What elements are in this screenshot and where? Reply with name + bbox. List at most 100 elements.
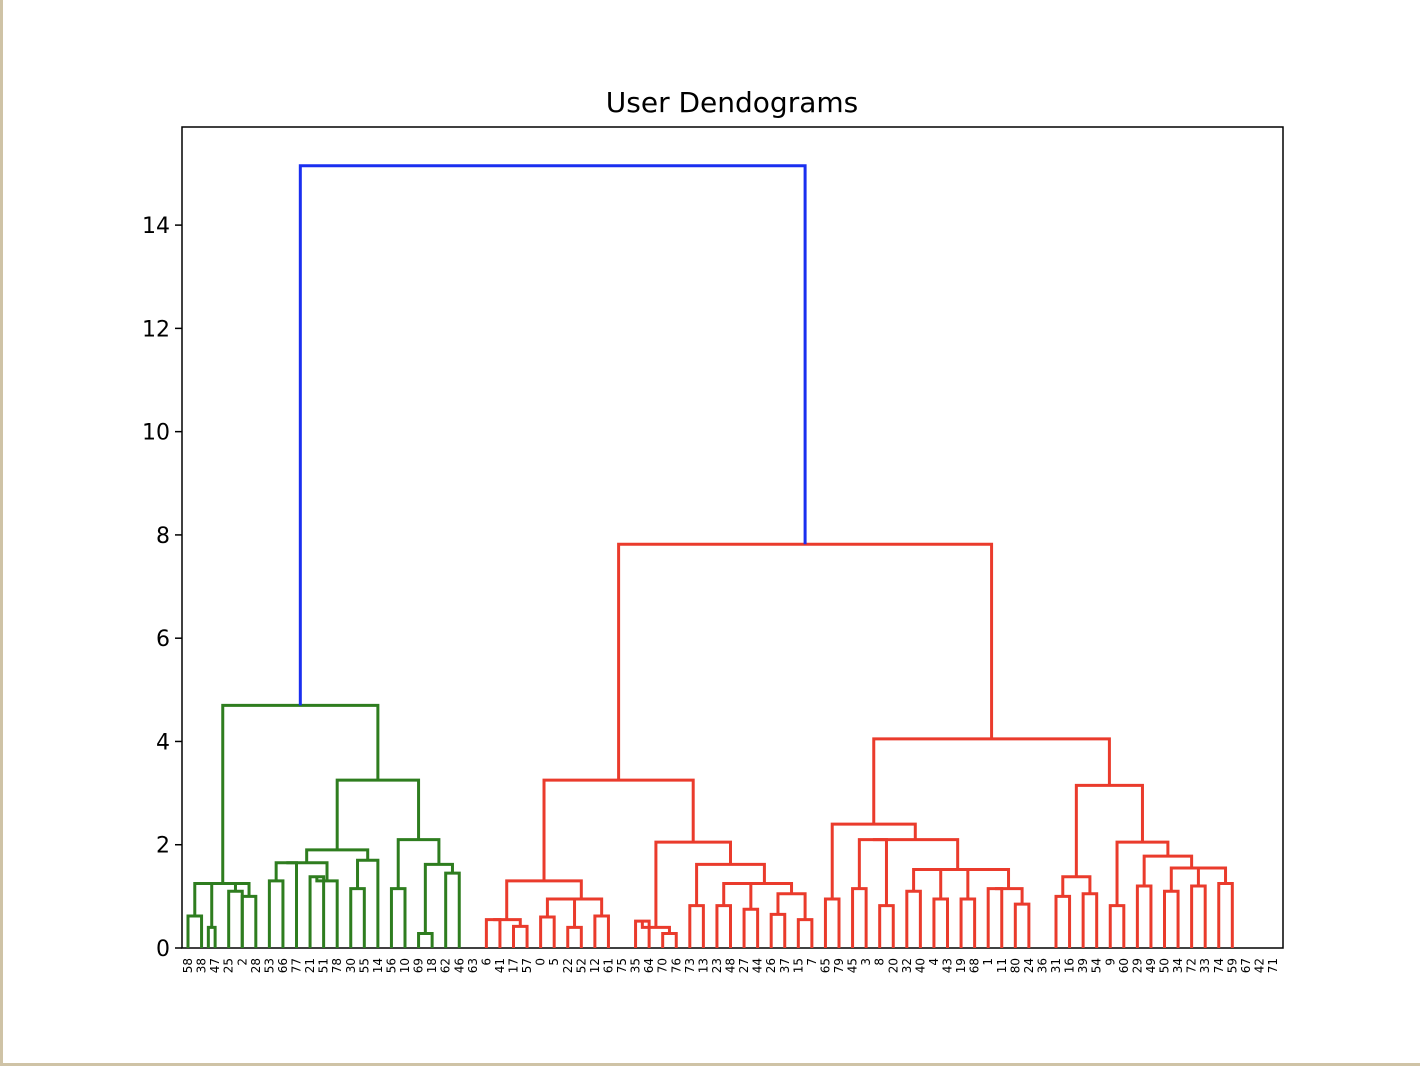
leaf-label: 4 — [927, 958, 941, 966]
leaf-label: 56 — [384, 958, 398, 973]
leaf-label: 46 — [452, 958, 466, 973]
leaf-label: 41 — [493, 958, 507, 973]
dendrogram-link-58 — [872, 838, 960, 870]
leaf-label: 12 — [588, 958, 602, 973]
dendrogram-link-74 — [617, 542, 994, 781]
leaf-label: 33 — [1198, 958, 1212, 973]
dendrogram-link-68 — [1196, 866, 1228, 887]
leaf-label: 16 — [1063, 958, 1077, 973]
leaf-label: 48 — [724, 958, 738, 973]
leaf-label: 71 — [1266, 958, 1280, 973]
leaf-label: 50 — [1158, 958, 1172, 973]
leaf-label: 7 — [805, 958, 819, 966]
leaf-label: 21 — [303, 958, 317, 973]
dendrogram-link-55 — [994, 887, 1024, 905]
leaf-label: 74 — [1212, 958, 1226, 973]
leaf-label: 77 — [290, 958, 304, 973]
leaf-label: 47 — [208, 958, 222, 973]
dendrogram-link-36 — [742, 907, 760, 948]
plot-area — [181, 126, 1284, 949]
leaf-label: 31 — [1049, 958, 1063, 973]
leaf-label: 19 — [954, 958, 968, 973]
leaf-label: 68 — [968, 958, 982, 973]
leaf-label: 55 — [357, 958, 371, 973]
dendrogram-link-59 — [830, 822, 917, 899]
leaf-label: 13 — [696, 958, 710, 973]
dendrogram-link-69 — [1169, 866, 1212, 892]
dendrogram-link-44 — [542, 778, 695, 881]
dendrogram-link-45 — [823, 897, 841, 948]
leaf-label: 32 — [900, 958, 914, 973]
y-tick-label: 2 — [156, 834, 170, 859]
leaf-label: 35 — [629, 958, 643, 973]
dendrogram-link-1 — [206, 925, 217, 948]
y-tick-label: 6 — [156, 627, 170, 652]
leaf-label: 54 — [1090, 958, 1104, 973]
dendrogram-link-52 — [959, 897, 977, 948]
leaf-label: 70 — [656, 958, 670, 973]
leaf-label: 29 — [1130, 958, 1144, 973]
leaf-label: 67 — [1239, 958, 1253, 973]
leaf-label: 73 — [683, 958, 697, 973]
leaf-label: 11 — [995, 958, 1009, 973]
leaf-label: 10 — [398, 958, 412, 973]
leaf-label: 42 — [1252, 958, 1266, 973]
dendrogram-link-2 — [193, 881, 214, 928]
leaf-label: 15 — [791, 958, 805, 973]
leaf-label: 43 — [941, 958, 955, 973]
dendrogram-link-12 — [349, 887, 366, 948]
leaf-label: 72 — [1185, 958, 1199, 973]
leaf-label: 40 — [913, 958, 927, 973]
leaf-label: 61 — [601, 958, 615, 973]
leaf-label: 14 — [371, 958, 385, 973]
leaf-label: 6 — [479, 958, 493, 966]
leaf-label: 8 — [873, 958, 887, 966]
leaf-label: 30 — [344, 958, 358, 973]
leaf-label: 44 — [751, 958, 765, 973]
leaf-label: 58 — [181, 958, 195, 973]
leaf-label: 27 — [737, 958, 751, 973]
leaf-label: 62 — [439, 958, 453, 973]
leaf-label: 45 — [846, 958, 860, 973]
leaf-label: 26 — [764, 958, 778, 973]
dendrogram-link-42 — [695, 862, 766, 906]
dendrogram-link-39 — [796, 918, 814, 948]
leaf-label: 17 — [507, 958, 521, 973]
dendrogram-link-26 — [566, 925, 583, 948]
leaf-label: 3 — [859, 958, 873, 966]
dendrogram-link-33 — [640, 921, 671, 934]
dendrogram-link-25 — [539, 915, 556, 948]
dendrogram-link-50 — [932, 897, 949, 948]
leaf-label: 20 — [886, 958, 900, 973]
dendrogram-link-60 — [1054, 894, 1072, 948]
leaf-label: 64 — [642, 958, 656, 973]
y-tick-label: 4 — [156, 730, 170, 755]
leaf-label: 22 — [561, 958, 575, 973]
dendrogram-link-8 — [274, 861, 298, 948]
y-tick-label: 14 — [142, 214, 170, 239]
dendrogram-link-43 — [654, 840, 732, 928]
leaf-label: 9 — [1103, 958, 1117, 966]
dendrogram-link-46 — [851, 887, 868, 948]
leaf-label: 34 — [1171, 958, 1185, 973]
dendrogram-link-20 — [335, 778, 421, 850]
leaf-label: 66 — [276, 958, 290, 973]
dendrogram-link-29 — [560, 897, 604, 916]
dendrogram-link-64 — [1135, 884, 1153, 948]
leaf-label: 69 — [412, 958, 426, 973]
dendrogram-link-71 — [1115, 840, 1170, 906]
leaf-label: 51 — [317, 958, 331, 973]
leaf-label: 0 — [534, 958, 548, 966]
dendrogram-link-17 — [444, 871, 461, 948]
dendrogram-link-27 — [545, 897, 577, 928]
dendrogram-link-11 — [286, 861, 329, 881]
leaf-label: 52 — [574, 958, 588, 973]
leaf-label: 65 — [818, 958, 832, 973]
leaf-label: 36 — [1035, 958, 1049, 973]
y-tick-label: 0 — [156, 937, 170, 962]
leaf-label: 5 — [547, 958, 561, 966]
dendrogram-link-18 — [423, 862, 454, 934]
leaf-label: 80 — [1008, 958, 1022, 973]
leaf-label: 2 — [235, 958, 249, 966]
